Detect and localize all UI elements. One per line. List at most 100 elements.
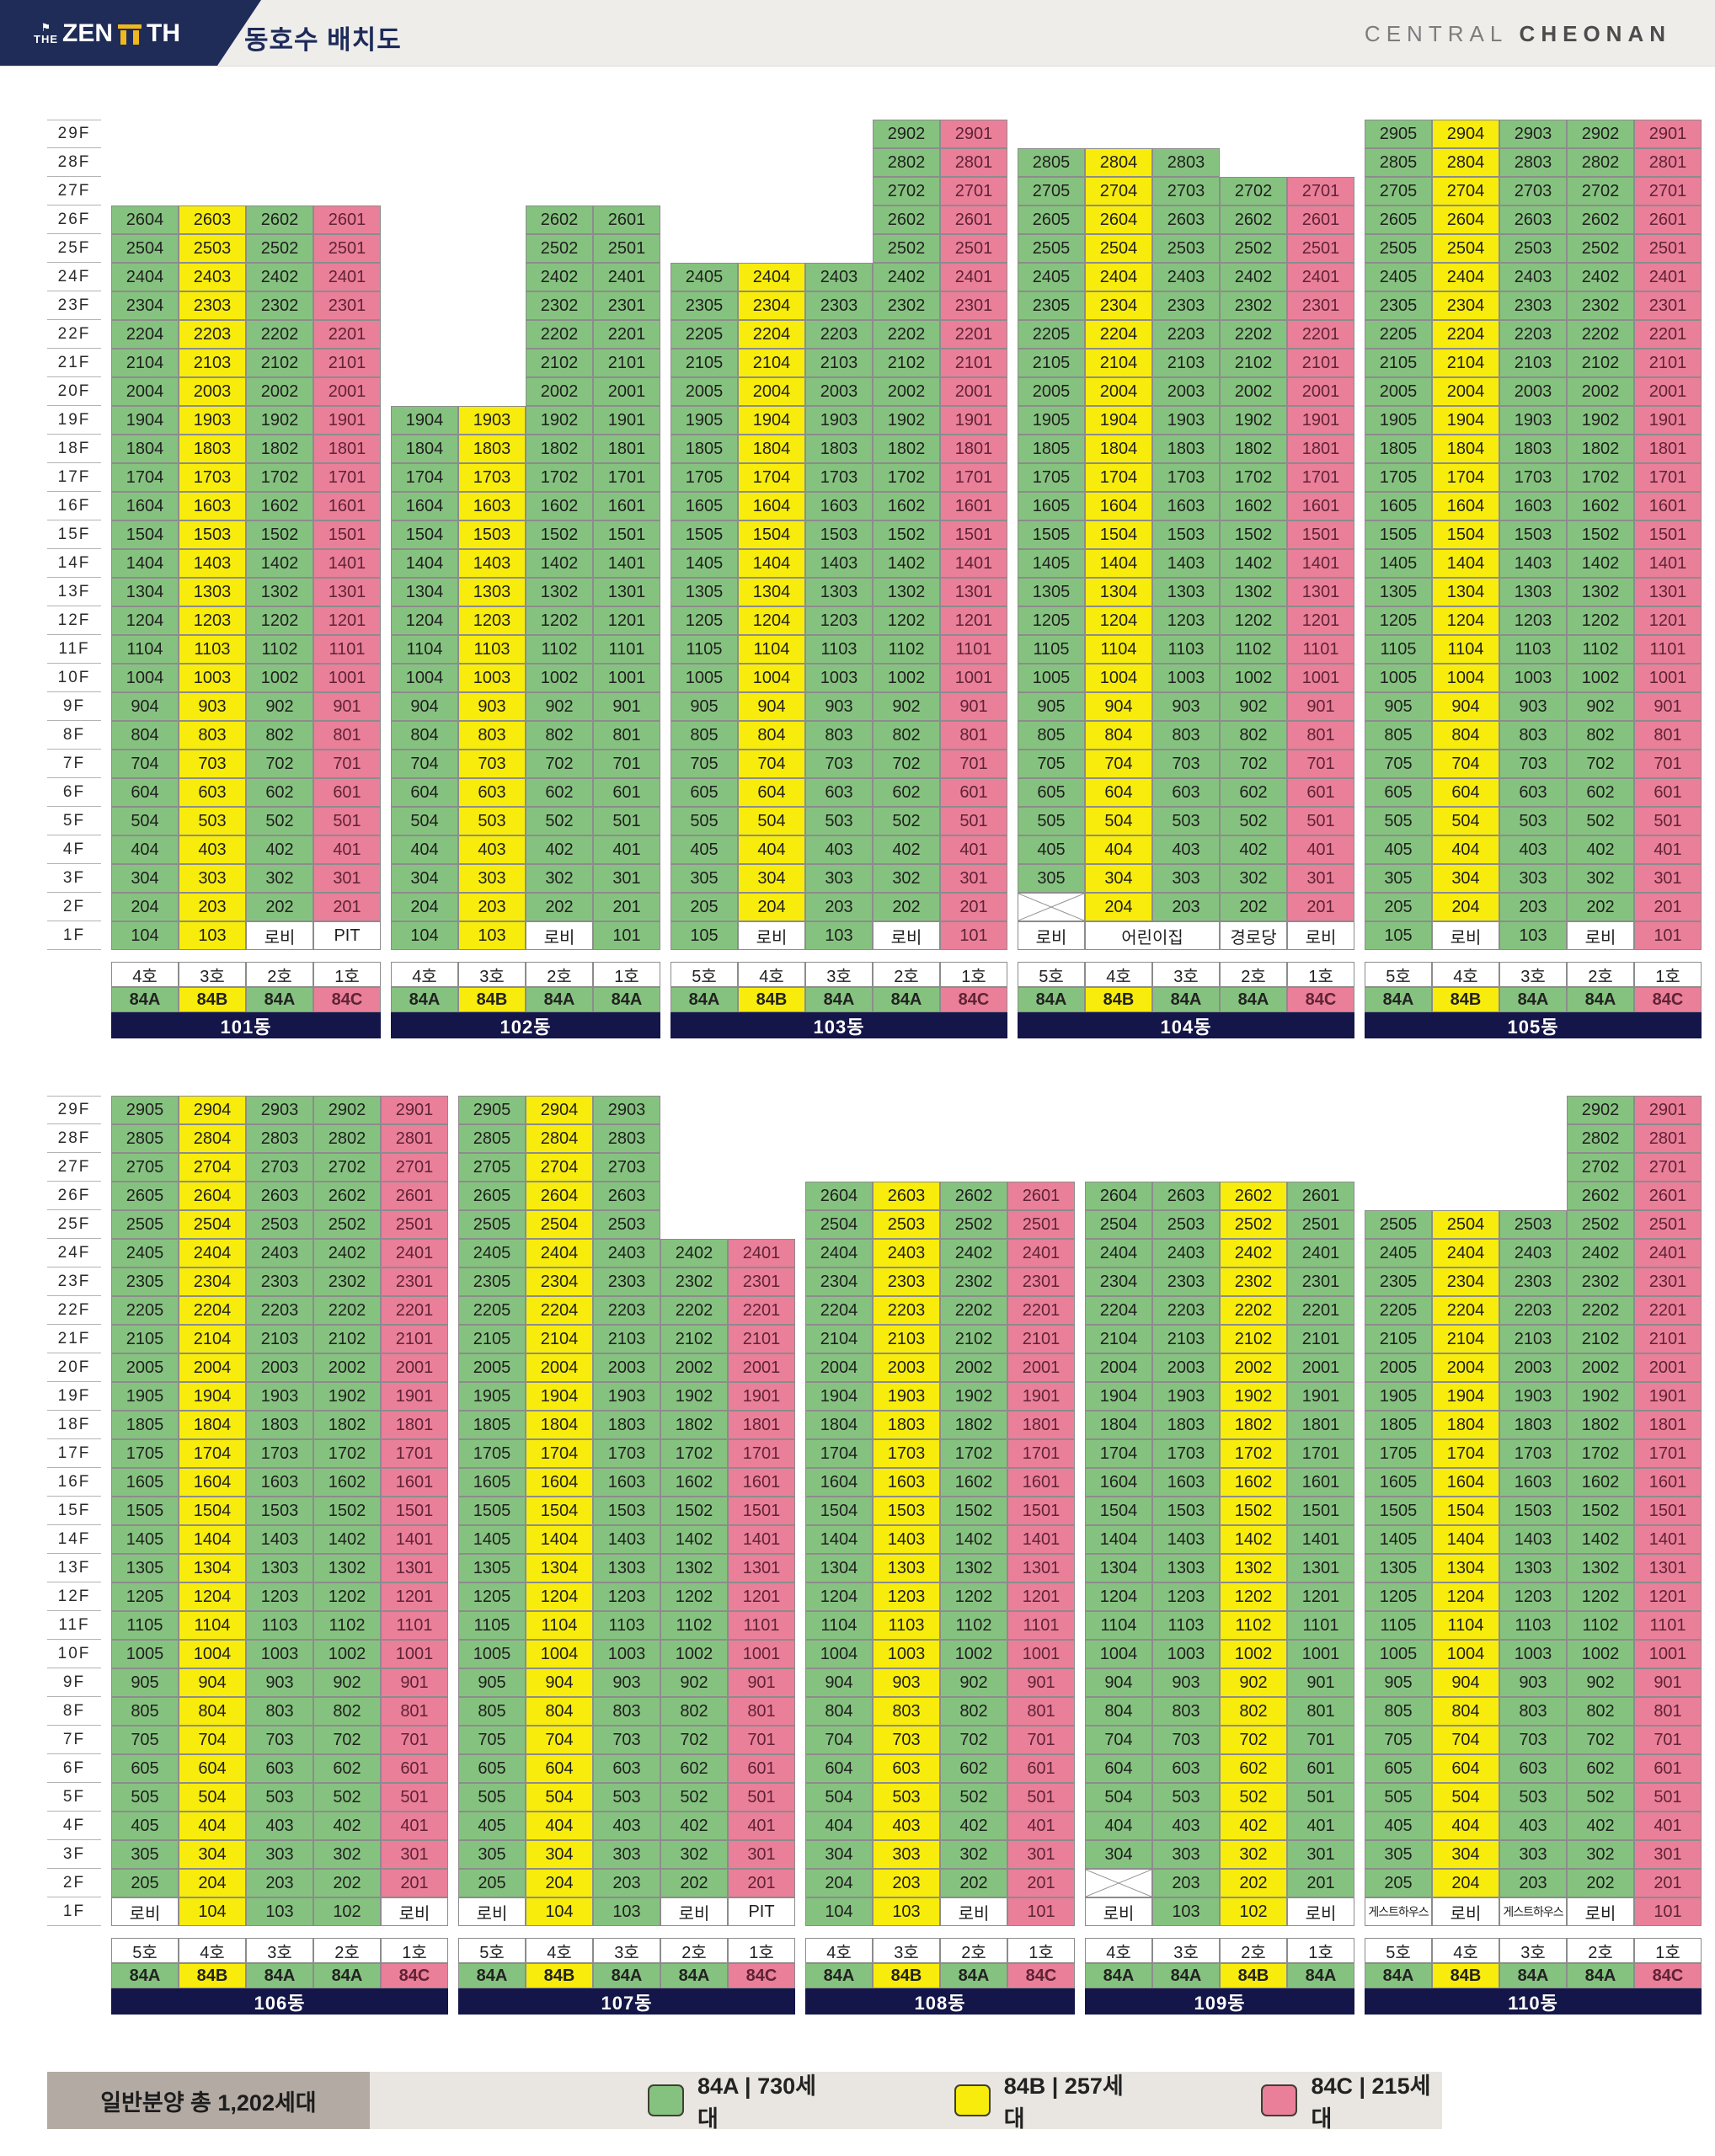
- unit-cell: 201: [1287, 1869, 1354, 1897]
- unit-cell: 2201: [1287, 1296, 1354, 1325]
- unit-cell: 602: [1567, 778, 1634, 807]
- unit-cell: 2501: [1634, 1210, 1702, 1239]
- unit-cell: 2103: [1152, 1325, 1220, 1353]
- unit-cell: 704: [1085, 750, 1152, 778]
- unit-cell: 205: [111, 1869, 179, 1897]
- first-floor-cell: 로비: [1085, 1897, 1152, 1926]
- unit-cell: 1401: [1634, 549, 1702, 578]
- first-floor-cell: 로비: [246, 921, 313, 950]
- unit-cell: 302: [873, 864, 940, 893]
- unit-cell: 2002: [526, 377, 593, 406]
- unit-cell: 901: [1634, 1668, 1702, 1697]
- unit-cell: 2002: [1567, 1353, 1634, 1382]
- floor-label: 4F: [47, 835, 101, 864]
- unit-cell: 1505: [1018, 520, 1085, 549]
- unit-cell: 1001: [593, 664, 660, 692]
- unit-cell: 2204: [179, 1296, 246, 1325]
- unit-cell: 304: [1085, 1840, 1152, 1869]
- unit-cell: 1303: [458, 578, 526, 606]
- unit-cell: 705: [111, 1726, 179, 1754]
- unit-cell: 2005: [458, 1353, 526, 1382]
- unit-cell: 2404: [526, 1239, 593, 1267]
- unit-cell: 702: [313, 1726, 381, 1754]
- unit-cell: 2905: [1365, 120, 1432, 148]
- unit-cell: 803: [179, 721, 246, 750]
- unit-cell: 1902: [1220, 406, 1287, 435]
- unit-cell: 1802: [1567, 435, 1634, 463]
- unit-cell: 604: [111, 778, 179, 807]
- unit-cell: 604: [805, 1754, 873, 1783]
- floor-label: 15F: [47, 520, 101, 549]
- unit-cell: 2004: [111, 377, 179, 406]
- unit-cell: 2704: [526, 1153, 593, 1182]
- unit-cell: 1105: [671, 635, 738, 664]
- unit-cell: 1202: [1567, 606, 1634, 635]
- unit-cell: 801: [313, 721, 381, 750]
- unit-type-label: 84C: [381, 1963, 448, 1988]
- unit-cell: 1201: [593, 606, 660, 635]
- unit-cell: 2504: [1085, 234, 1152, 263]
- unit-cell: 1103: [873, 1611, 940, 1640]
- unit-cell: 1401: [1634, 1525, 1702, 1554]
- unit-cell: 1105: [1365, 1611, 1432, 1640]
- unit-cell: 2104: [1432, 1325, 1499, 1353]
- unit-cell: 504: [391, 807, 458, 835]
- first-floor-cell: 로비: [1287, 1897, 1354, 1926]
- unit-cell: 401: [381, 1812, 448, 1840]
- unit-cell: 2805: [458, 1124, 526, 1153]
- unit-cell: 701: [1634, 1726, 1702, 1754]
- unit-cell: 403: [1499, 835, 1567, 864]
- unit-cell: 1401: [940, 549, 1007, 578]
- unit-cell: 302: [1567, 864, 1634, 893]
- unit-cell: 2402: [940, 1239, 1007, 1267]
- unit-cell: 1801: [728, 1411, 795, 1439]
- unit-cell: 903: [179, 692, 246, 721]
- unit-cell: 1602: [1220, 1468, 1287, 1497]
- unit-cell: 1202: [246, 606, 313, 635]
- unit-cell: 2502: [313, 1210, 381, 1239]
- unit-cell: 1904: [526, 1382, 593, 1411]
- unit-cell: 2001: [1287, 377, 1354, 406]
- ho-label: 1호: [381, 1938, 448, 1963]
- first-floor-cell: 104: [526, 1897, 593, 1926]
- unit-cell: 2802: [313, 1124, 381, 1153]
- unit-cell: 601: [1634, 778, 1702, 807]
- unit-cell: 1101: [381, 1611, 448, 1640]
- unit-cell: 304: [1432, 864, 1499, 893]
- unit-type-label: 84A: [1220, 987, 1287, 1012]
- unit-cell: 701: [593, 750, 660, 778]
- unit-cell: 2701: [1634, 1153, 1702, 1182]
- unit-cell: 401: [1634, 1812, 1702, 1840]
- unit-type-label: 84C: [1007, 1963, 1075, 1988]
- unit-cell: 704: [391, 750, 458, 778]
- unit-cell: 1204: [111, 606, 179, 635]
- ho-label: 5호: [111, 1938, 179, 1963]
- unit-cell: 2502: [1567, 234, 1634, 263]
- unit-cell: 2003: [873, 1353, 940, 1382]
- unit-cell: 2304: [805, 1267, 873, 1296]
- unit-cell: 201: [940, 893, 1007, 921]
- ho-row: 5호 4호 3호 2호 1호: [671, 962, 1007, 987]
- unit-cell: 2604: [1085, 205, 1152, 234]
- unit-cell: 2603: [246, 1182, 313, 1210]
- unit-cell: 2004: [179, 1353, 246, 1382]
- unit-cell: 2804: [179, 1124, 246, 1153]
- unit-cell: 1301: [728, 1554, 795, 1582]
- unit-cell: 1702: [873, 463, 940, 492]
- unit-cell: 1603: [458, 492, 526, 520]
- unit-cell: 1301: [1634, 578, 1702, 606]
- unit-cell: 1505: [1365, 1497, 1432, 1525]
- ho-label: 5호: [1365, 1938, 1432, 1963]
- unit-cell: 2301: [593, 291, 660, 320]
- unit-cell: 1302: [940, 1554, 1007, 1582]
- ho-label: 4호: [526, 1938, 593, 1963]
- unit-cell: 2503: [873, 1210, 940, 1239]
- floor-label: 8F: [47, 721, 101, 750]
- unit-cell: 1902: [1567, 1382, 1634, 1411]
- unit-cell: 602: [1220, 1754, 1287, 1783]
- unit-cell: 1805: [1365, 435, 1432, 463]
- unit-cell: 2301: [1634, 1267, 1702, 1296]
- unit-cell: 2401: [728, 1239, 795, 1267]
- unit-type-label: 84A: [660, 1963, 728, 1988]
- unit-cell: 401: [1634, 835, 1702, 864]
